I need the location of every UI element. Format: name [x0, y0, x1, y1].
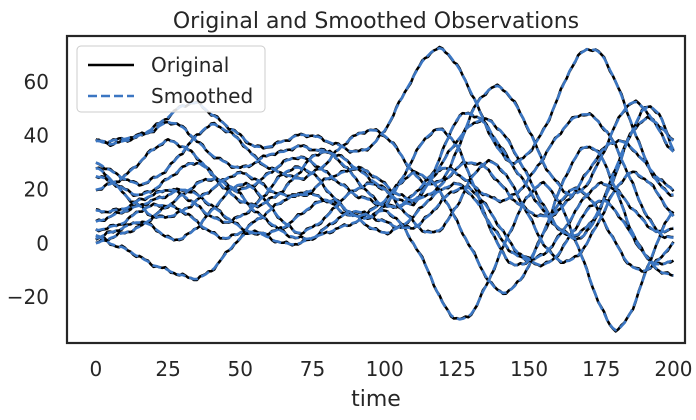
chart-title: Original and Smoothed Observations — [173, 9, 579, 34]
legend-label-smoothed: Smoothed — [151, 84, 253, 108]
x-tick-label: 200 — [654, 357, 692, 381]
smoothed-series-line — [95, 186, 674, 281]
y-axis: −20 0 20 40 60 — [7, 70, 49, 309]
x-tick-label: 75 — [300, 357, 325, 381]
x-tick-label: 100 — [366, 357, 404, 381]
smoothed-series-line — [95, 182, 674, 262]
legend: Original Smoothed — [76, 45, 266, 113]
x-tick-label: 175 — [582, 357, 620, 381]
y-tick-label: 60 — [24, 70, 49, 94]
y-tick-label: 20 — [24, 178, 49, 202]
x-tick-label: 50 — [228, 357, 253, 381]
y-tick-label: 0 — [36, 231, 49, 255]
x-axis-label: time — [351, 387, 401, 412]
smoothed-series-line — [95, 84, 675, 197]
smoothed-series-line — [95, 113, 674, 239]
series-layer — [95, 45, 675, 333]
smoothed-series-line — [95, 177, 675, 332]
x-tick-label: 25 — [155, 357, 180, 381]
smoothed-series-line — [95, 116, 675, 241]
x-tick-label: 0 — [90, 357, 103, 381]
x-tick-label: 150 — [510, 357, 548, 381]
plot-frame — [65, 34, 687, 345]
x-tick-label: 125 — [438, 357, 476, 381]
smoothed-series-line — [95, 139, 675, 219]
y-tick-label: 40 — [24, 124, 49, 148]
legend-box — [76, 45, 266, 113]
smoothed-series-line — [95, 128, 674, 267]
smoothed-series-line — [95, 160, 675, 264]
smoothed-series-line — [95, 171, 675, 295]
legend-label-original: Original — [151, 53, 229, 77]
x-axis: 0 25 50 75 100 125 150 175 200 — [90, 357, 693, 381]
y-tick-label: −20 — [7, 285, 49, 309]
